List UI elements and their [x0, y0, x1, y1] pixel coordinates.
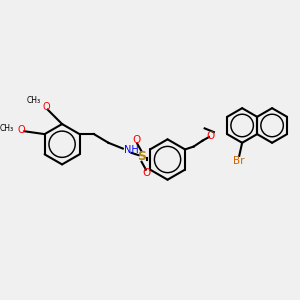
Text: O: O	[132, 135, 140, 145]
Text: O: O	[142, 168, 151, 178]
Text: O: O	[18, 125, 25, 135]
Text: Br: Br	[233, 156, 244, 166]
Text: NH: NH	[124, 145, 139, 155]
Text: S: S	[137, 150, 146, 163]
Text: CH₃: CH₃	[0, 124, 14, 133]
Text: CH₃: CH₃	[26, 97, 40, 106]
Text: O: O	[42, 102, 50, 112]
Text: O: O	[206, 130, 214, 141]
